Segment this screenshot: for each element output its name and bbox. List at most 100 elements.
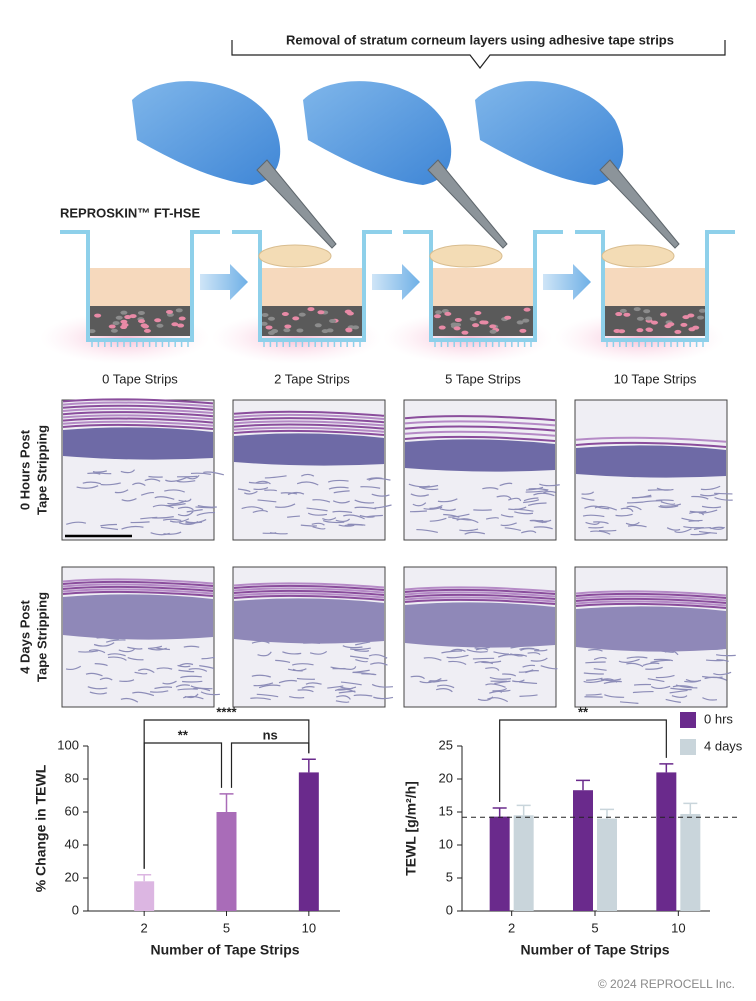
cell: [674, 329, 682, 334]
epidermis: [405, 439, 555, 472]
fiber: [518, 681, 538, 685]
cell: [519, 328, 527, 333]
fiber: [309, 650, 328, 655]
fiber: [322, 520, 345, 524]
fiber: [492, 687, 508, 692]
fiber: [626, 656, 648, 659]
fiber: [475, 647, 489, 651]
cell: [171, 322, 179, 327]
arrow: [372, 264, 420, 300]
fiber: [76, 485, 99, 489]
cell: [175, 308, 183, 313]
bar: [489, 816, 510, 911]
fiber: [278, 679, 297, 684]
stratum-corneum: [233, 429, 385, 436]
glove: [132, 81, 281, 185]
stratum-corneum: [233, 413, 385, 420]
fiber: [335, 518, 351, 523]
fiber: [262, 532, 277, 534]
fiber: [409, 510, 427, 513]
fiber: [322, 517, 337, 521]
fiber: [162, 518, 182, 522]
cell: [633, 307, 641, 312]
fiber: [702, 697, 718, 701]
fiber: [144, 478, 161, 482]
fiber: [504, 527, 521, 532]
fiber: [296, 481, 319, 486]
cell: [433, 314, 441, 319]
fiber: [177, 688, 198, 691]
fiber: [439, 508, 456, 511]
fiber: [100, 523, 117, 527]
fiber: [588, 526, 604, 529]
stratum-corneum: [62, 590, 214, 597]
fiber: [332, 510, 353, 514]
cell: [265, 325, 273, 330]
stratum-corneum: [575, 602, 727, 609]
fiber: [674, 528, 692, 534]
stratum-corneum: [575, 592, 727, 599]
fiber: [100, 482, 121, 486]
model-label: REPROSKIN™ FT-HSE: [60, 205, 200, 220]
fiber: [583, 672, 604, 675]
stratum-corneum: [575, 595, 727, 602]
fiber: [201, 656, 216, 660]
fiber: [250, 697, 271, 701]
fiber: [78, 650, 99, 653]
fiber: [164, 489, 185, 493]
fiber: [619, 701, 639, 704]
y-tick-label: 10: [439, 836, 453, 851]
fiber: [632, 690, 654, 694]
fiber: [520, 648, 540, 652]
histology-image: [403, 566, 558, 708]
fiber: [642, 662, 660, 666]
significance-label: ****: [216, 704, 237, 719]
arrow: [543, 264, 591, 300]
error-bar: [516, 804, 531, 816]
fiber: [154, 686, 173, 690]
cell: [646, 327, 654, 332]
stratum-corneum: [62, 423, 214, 430]
cell: [454, 317, 462, 322]
fiber: [354, 506, 377, 510]
fiber: [252, 509, 268, 513]
fiber: [89, 691, 107, 695]
fiber: [588, 648, 603, 652]
histology-image: [61, 566, 220, 708]
fiber: [627, 524, 647, 528]
fiber: [150, 690, 169, 693]
fiber: [472, 657, 495, 660]
y-tick-label: 25: [439, 737, 453, 752]
cell: [489, 324, 497, 329]
fiber: [127, 656, 144, 661]
cell: [296, 328, 304, 333]
fiber: [374, 504, 392, 509]
bar: [680, 813, 701, 911]
histology-image: [232, 399, 392, 541]
fiber: [258, 684, 281, 689]
stratum-corneum: [404, 593, 556, 600]
fiber: [182, 680, 203, 683]
y-tick-label: 100: [57, 737, 79, 752]
tape: [429, 244, 503, 268]
bar: [216, 812, 237, 911]
fiber: [177, 664, 191, 668]
fiber: [459, 528, 479, 532]
fiber: [352, 669, 370, 674]
fiber: [489, 676, 512, 680]
fiber: [307, 512, 328, 516]
tweezers: [256, 159, 337, 249]
error-bar: [576, 779, 590, 791]
fiber: [178, 498, 192, 502]
cell: [121, 322, 129, 327]
fiber: [514, 508, 534, 512]
fiber: [186, 509, 203, 513]
x-axis-label: Number of Tape Strips: [520, 942, 669, 958]
fiber: [300, 524, 317, 527]
cell: [682, 315, 690, 320]
skin-layer: [260, 268, 364, 306]
fiber: [190, 472, 211, 475]
histology-image: [61, 398, 225, 541]
fiber: [593, 656, 607, 661]
fiber: [347, 523, 366, 526]
